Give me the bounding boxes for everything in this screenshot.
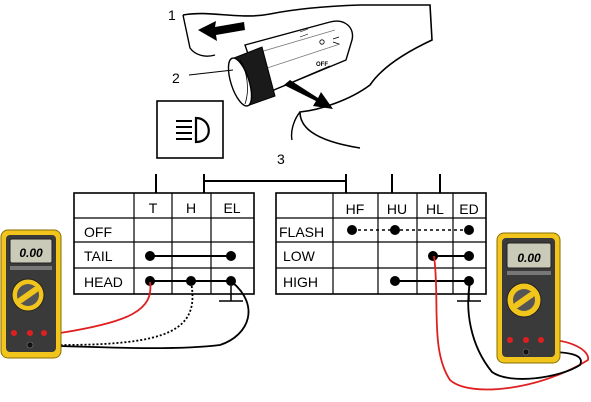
left-switch-table xyxy=(73,192,255,295)
left-row-tail: TAIL xyxy=(84,248,113,264)
right-col-hf: HF xyxy=(346,201,365,217)
arrow-up-left-icon xyxy=(198,21,245,41)
right-meter-display: 0.00 xyxy=(517,251,541,265)
test-leads-right xyxy=(433,255,589,391)
callout-3: 3 xyxy=(277,151,285,167)
left-col-t: T xyxy=(149,200,158,216)
multimeter-icon: 0.00 xyxy=(496,232,561,364)
switch-label-off: OFF xyxy=(316,62,328,68)
headlight-icon xyxy=(156,100,224,159)
right-row-low: LOW xyxy=(283,248,316,264)
right-table-continuity-marks xyxy=(347,225,474,286)
ground-symbol-left xyxy=(219,286,243,302)
left-row-off: OFF xyxy=(84,224,112,240)
left-meter-display: 0.00 xyxy=(19,246,43,260)
multimeter-icon: 0.00 xyxy=(0,229,62,359)
right-col-hu: HU xyxy=(387,201,407,217)
right-row-flash: FLASH xyxy=(279,224,324,240)
test-leads-left xyxy=(59,281,250,350)
left-col-el: EL xyxy=(223,200,240,216)
right-row-high: HIGH xyxy=(283,274,318,290)
callout-1: 1 xyxy=(168,7,176,23)
left-table-continuity-marks xyxy=(145,251,236,286)
right-switch-table xyxy=(275,192,487,295)
callout-2: 2 xyxy=(172,70,180,86)
right-col-ed: ED xyxy=(459,201,478,217)
combination-switch: OFF xyxy=(182,4,433,149)
connector-lines xyxy=(155,174,441,193)
left-row-head: HEAD xyxy=(84,274,123,290)
arrow-down-right-icon xyxy=(284,80,333,109)
right-col-hl: HL xyxy=(426,201,444,217)
left-col-h: H xyxy=(186,200,196,216)
